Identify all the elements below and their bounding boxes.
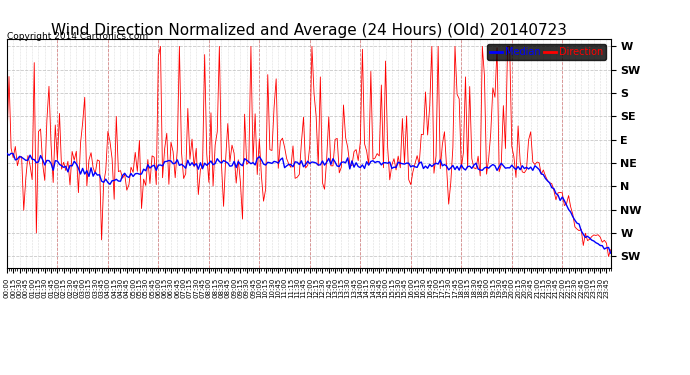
Legend: Median, Direction: Median, Direction — [487, 44, 606, 60]
Title: Wind Direction Normalized and Average (24 Hours) (Old) 20140723: Wind Direction Normalized and Average (2… — [51, 23, 566, 38]
Text: Copyright 2014 Cartronics.com: Copyright 2014 Cartronics.com — [7, 32, 148, 41]
